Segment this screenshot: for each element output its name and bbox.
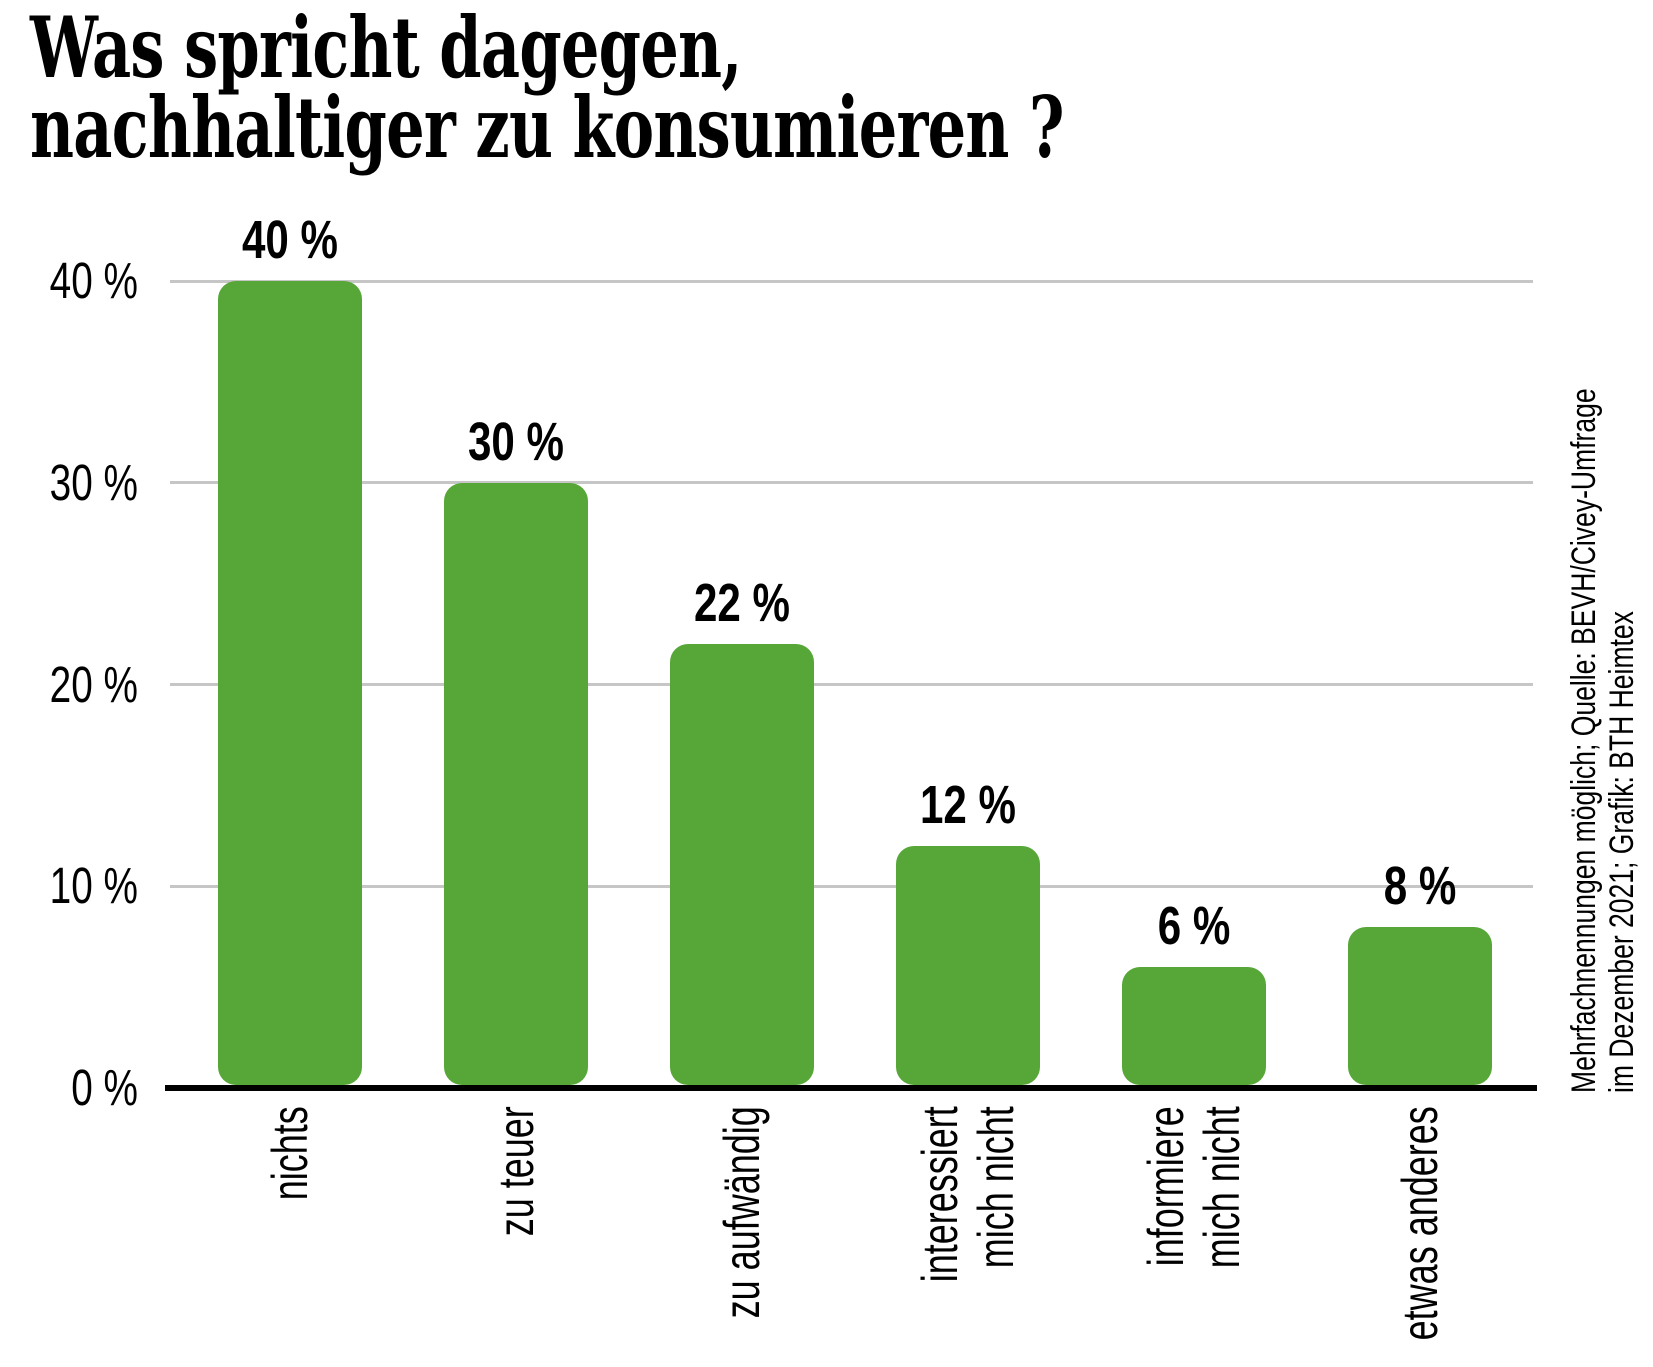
x-axis-label: nichts [262, 1106, 318, 1351]
bar-value-label: 8 % [1383, 855, 1457, 916]
y-axis-tick-label: 0 % [71, 1059, 138, 1116]
bar [1348, 926, 1492, 1085]
x-axis-label-line: mich nicht [968, 1106, 1024, 1269]
y-axis-tick-label: 20 % [49, 655, 138, 713]
x-axis-label-line: zu teuer [488, 1106, 544, 1237]
gridline [170, 481, 1533, 485]
page-title-line-1: Was spricht dagegen, [30, 0, 742, 97]
x-axis-label: etwas anderes [1392, 1106, 1448, 1351]
bar [1122, 966, 1266, 1085]
bar-value-label: 40 % [241, 210, 339, 270]
bar [670, 644, 814, 1085]
gridline [170, 884, 1533, 888]
gridline [170, 279, 1533, 283]
x-axis-label: interessiert mich nicht [912, 1106, 1024, 1351]
source-note-line-1: Mehrfachnennungen möglich; Quelle: BEVH/… [1565, 388, 1603, 1094]
page-title: Was spricht dagegen, nachhaltiger zu kons… [30, 6, 1064, 170]
source-note: Mehrfachnennungen möglich; Quelle: BEVH/… [1565, 329, 1641, 1093]
x-axis-label-line: zu aufwändig [714, 1106, 770, 1319]
x-axis-label-line: nichts [262, 1106, 318, 1201]
bar-value-label: 30 % [467, 411, 565, 472]
y-axis-tick-label: 10 % [49, 857, 138, 915]
bar [444, 482, 588, 1085]
y-axis-tick-label: 40 % [49, 252, 138, 309]
bar [896, 845, 1040, 1085]
x-axis-line [165, 1085, 1537, 1091]
x-axis-label-line: etwas anderes [1392, 1106, 1448, 1341]
x-axis-label-line: mich nicht [1194, 1106, 1250, 1269]
bar [218, 281, 362, 1085]
x-axis-label: zu aufwändig [714, 1106, 770, 1351]
y-axis-tick-label: 30 % [49, 453, 138, 511]
x-axis-label: informiere mich nicht [1138, 1106, 1250, 1351]
source-note-line-2: im Dezember 2021; Grafik: BTH Heimtex [1603, 611, 1641, 1093]
x-axis-label-line: informiere [1138, 1106, 1194, 1267]
bar-value-label: 6 % [1157, 895, 1231, 956]
page-title-line-2: nachhaltiger zu konsumieren ? [30, 78, 1064, 177]
bar-value-label: 22 % [693, 573, 791, 634]
bar-value-label: 12 % [919, 774, 1017, 835]
x-axis-label: zu teuer [488, 1106, 544, 1351]
gridline [170, 683, 1533, 686]
x-axis-label-line: interessiert [912, 1106, 968, 1283]
